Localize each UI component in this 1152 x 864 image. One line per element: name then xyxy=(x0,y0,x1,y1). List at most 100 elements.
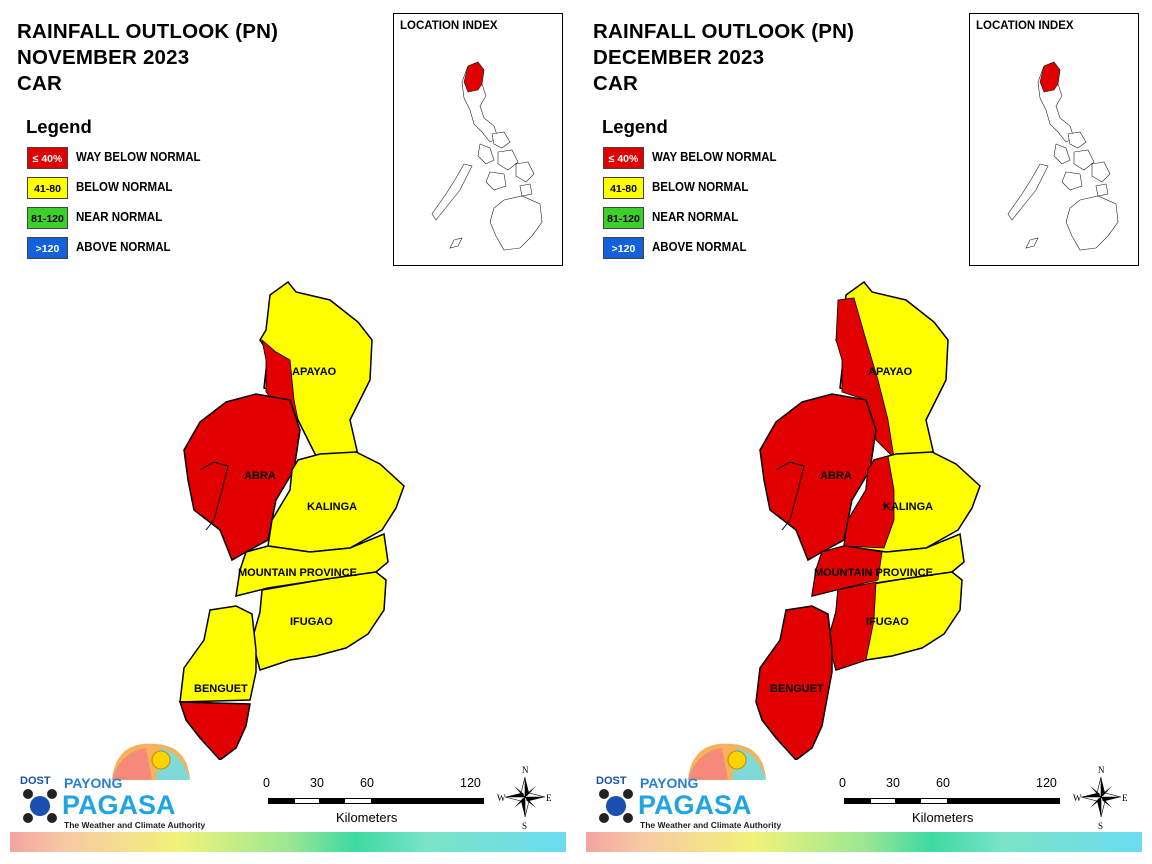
logo-dost: DOST xyxy=(20,775,51,787)
philippines-inset-map xyxy=(431,61,543,251)
legend-swatch-yellow: 41-80 xyxy=(603,177,644,199)
label-apayao: APAYAO xyxy=(868,366,913,378)
benguet-red-zone xyxy=(178,701,251,760)
legend-item-below-normal: 41-80 BELOW NORMAL xyxy=(26,177,172,207)
scale-tick-0: 0 xyxy=(839,776,846,790)
legend-label: NEAR NORMAL xyxy=(652,210,739,224)
scale-tick-60: 60 xyxy=(360,776,374,790)
legend-item-above-normal: >120 ABOVE NORMAL xyxy=(26,237,171,267)
legend-label: WAY BELOW NORMAL xyxy=(76,150,201,164)
legend-item-near-normal: 81-120 NEAR NORMAL xyxy=(26,207,162,237)
logo-graphic: DOST PAYONG PAGASA The Weather and Clima… xyxy=(596,743,781,830)
scale-tick-120: 120 xyxy=(460,776,481,790)
scale-bar: 0 30 60 120 Kilometers xyxy=(260,776,500,836)
title-line-1: RAINFALL OUTLOOK (PN) xyxy=(593,20,855,43)
location-index-title: LOCATION INDEX xyxy=(976,20,1074,32)
mountain-province-red-zone xyxy=(811,545,883,597)
kalinga-red-zone xyxy=(843,455,895,549)
scale-tick-60: 60 xyxy=(936,776,950,790)
legend-item-way-below-normal: ≤ 40% WAY BELOW NORMAL xyxy=(26,147,201,177)
label-kalinga: KALINGA xyxy=(883,501,933,513)
title-line-1: RAINFALL OUTLOOK (PN) xyxy=(17,20,279,43)
scale-bar: 0 30 60 120 Kilometers xyxy=(836,776,1076,836)
logo-tagline: The Weather and Climate Authority xyxy=(640,820,781,830)
compass-n: N xyxy=(1098,765,1105,775)
north-arrow-icon: N S E W xyxy=(1073,765,1128,830)
province-benguet xyxy=(755,605,833,760)
north-arrow-icon: N S E W xyxy=(497,765,552,830)
legend-item-way-below-normal: ≤ 40% WAY BELOW NORMAL xyxy=(602,147,777,177)
legend-swatch-green: 81-120 xyxy=(603,207,644,229)
footer-gradient-bar xyxy=(10,832,566,852)
location-index-inset: LOCATION INDEX xyxy=(969,13,1139,266)
scale-tick-30: 30 xyxy=(886,776,900,790)
legend-label: BELOW NORMAL xyxy=(76,180,173,194)
car-province-map: APAYAO ABRA KALINGA MOUNTAIN PROVINCE IF… xyxy=(178,280,405,760)
legend-swatch-green: 81-120 xyxy=(27,207,68,229)
car-region-highlight xyxy=(1039,61,1061,93)
legend-label: BELOW NORMAL xyxy=(652,180,749,194)
logo-payong: PAYONG xyxy=(640,775,698,791)
compass-e: E xyxy=(546,793,552,803)
map-title: RAINFALL OUTLOOK (PN) DECEMBER 2023 CAR xyxy=(593,19,854,97)
logo-pagasa: PAGASA xyxy=(638,790,752,820)
abra-internal-boundary xyxy=(199,461,229,531)
scale-unit: Kilometers xyxy=(912,810,974,825)
compass-w: W xyxy=(497,793,506,803)
logo-payong: PAYONG xyxy=(64,775,122,791)
province-mountain-province xyxy=(235,532,389,598)
legend-swatch-red: ≤ 40% xyxy=(27,147,68,169)
location-index-inset: LOCATION INDEX xyxy=(393,13,563,266)
compass-w: W xyxy=(1073,793,1082,803)
province-benguet xyxy=(179,605,257,703)
ifugao-red-zone xyxy=(827,581,877,671)
logo-pagasa: PAGASA xyxy=(62,790,176,820)
november-outlook-panel: RAINFALL OUTLOOK (PN) NOVEMBER 2023 CAR … xyxy=(10,13,566,852)
legend-swatch-blue: >120 xyxy=(603,237,644,259)
province-kalinga xyxy=(267,451,405,553)
legend-item-above-normal: >120 ABOVE NORMAL xyxy=(602,237,747,267)
car-region-highlight xyxy=(463,61,485,93)
scale-bar-graphic xyxy=(844,798,1060,804)
label-abra: ABRA xyxy=(244,470,276,482)
footer-gradient-bar xyxy=(586,832,1142,852)
payong-pagasa-logo: DOST PAYONG PAGASA The Weather and Clima… xyxy=(16,738,206,833)
compass-s: S xyxy=(522,821,527,830)
december-outlook-panel: RAINFALL OUTLOOK (PN) DECEMBER 2023 CAR … xyxy=(576,0,1152,864)
label-ifugao: IFUGAO xyxy=(290,616,333,628)
payong-pagasa-logo: DOST PAYONG PAGASA The Weather and Clima… xyxy=(592,738,782,833)
apayao-red-zone xyxy=(835,297,895,460)
legend-heading: Legend xyxy=(602,116,668,137)
label-benguet: BENGUET xyxy=(194,683,248,695)
label-kalinga: KALINGA xyxy=(307,501,357,513)
legend-swatch-blue: >120 xyxy=(27,237,68,259)
legend: Legend ≤ 40% WAY BELOW NORMAL 41-80 BELO… xyxy=(26,116,201,267)
logo-dost: DOST xyxy=(596,775,627,787)
scale-tick-0: 0 xyxy=(263,776,270,790)
title-line-2: NOVEMBER 2023 xyxy=(17,46,190,69)
scale-bar-graphic xyxy=(268,798,484,804)
legend-label: ABOVE NORMAL xyxy=(76,240,171,254)
label-ifugao: IFUGAO xyxy=(866,616,909,628)
scale-unit: Kilometers xyxy=(336,810,398,825)
scale-tick-30: 30 xyxy=(310,776,324,790)
legend-heading: Legend xyxy=(26,116,92,137)
legend-item-near-normal: 81-120 NEAR NORMAL xyxy=(602,207,738,237)
compass-n: N xyxy=(522,765,529,775)
label-apayao: APAYAO xyxy=(292,366,337,378)
compass-s: S xyxy=(1098,821,1103,830)
legend: Legend ≤ 40% WAY BELOW NORMAL 41-80 BELO… xyxy=(602,116,777,267)
legend-swatch-red: ≤ 40% xyxy=(603,147,644,169)
map-title: RAINFALL OUTLOOK (PN) NOVEMBER 2023 CAR xyxy=(17,19,278,97)
label-abra: ABRA xyxy=(820,470,852,482)
compass-e: E xyxy=(1122,793,1128,803)
location-index-title: LOCATION INDEX xyxy=(400,20,498,32)
legend-swatch-yellow: 41-80 xyxy=(27,177,68,199)
label-mountain-province: MOUNTAIN PROVINCE xyxy=(238,567,357,579)
legend-label: ABOVE NORMAL xyxy=(652,240,747,254)
philippines-inset-map xyxy=(1007,61,1119,251)
legend-label: WAY BELOW NORMAL xyxy=(652,150,777,164)
logo-graphic: DOST PAYONG PAGASA The Weather and Clima… xyxy=(20,743,205,830)
label-mountain-province: MOUNTAIN PROVINCE xyxy=(814,567,933,579)
legend-item-below-normal: 41-80 BELOW NORMAL xyxy=(602,177,748,207)
